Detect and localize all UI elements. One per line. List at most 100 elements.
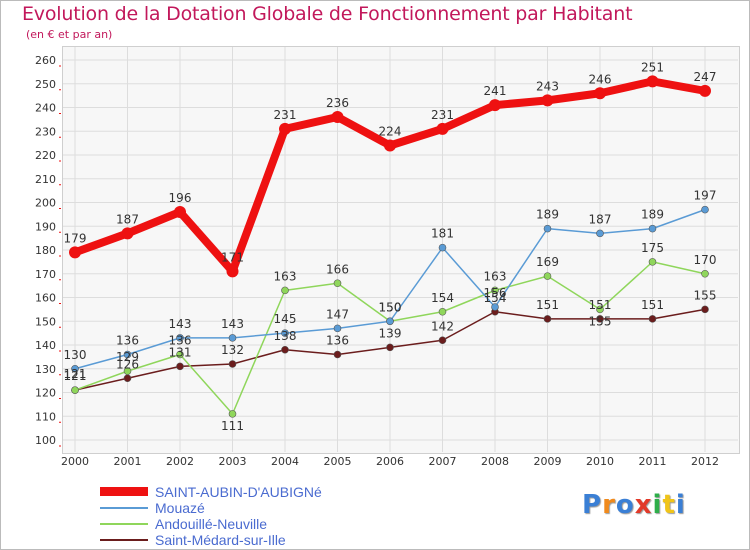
data-point-mouaze-2001 [123, 350, 132, 359]
x-tick-label-2005: 2005 [324, 455, 352, 468]
data-label-andouille-2008: 163 [484, 269, 507, 283]
data-point-andouille-2011 [648, 258, 657, 266]
logo-letter: i [652, 490, 663, 520]
logo-letter: r [602, 490, 616, 520]
data-point-mouaze-2004 [281, 329, 289, 337]
data-label-andouille-2009: 169 [536, 255, 559, 269]
data-point-saint-aubin-2000 [69, 246, 81, 259]
data-label-saint-aubin-2006: 224 [379, 125, 402, 139]
x-tick-label-2003: 2003 [219, 455, 247, 468]
x-tick-label-2007: 2007 [429, 455, 457, 468]
legend-label-andouille: Andouillé-Neuville [155, 516, 268, 532]
data-point-saint-aubin-2005 [331, 111, 344, 123]
data-point-saint-medard-2009 [543, 315, 552, 323]
data-label-mouaze-2008: 156 [484, 286, 507, 300]
data-label-mouaze-2011: 189 [641, 208, 664, 222]
data-label-andouille-2007: 154 [431, 291, 454, 305]
chart-subtitle: (en € et par an) [26, 28, 113, 41]
y-tick-label-250: 250 [35, 78, 56, 91]
data-point-saint-aubin-2011 [646, 75, 659, 88]
legend-item-saint-medard: Saint-Médard-sur-Ille [100, 532, 400, 548]
data-point-saint-medard-2002 [176, 362, 184, 371]
y-tick-label-130: 130 [35, 363, 56, 376]
data-point-saint-aubin-2002 [174, 206, 186, 218]
data-label-andouille-2012: 170 [694, 253, 717, 267]
data-label-andouille-2004: 163 [274, 269, 297, 283]
data-label-mouaze-2009: 189 [536, 208, 559, 222]
y-tick-label-230: 230 [35, 125, 56, 138]
data-point-andouille-2010 [596, 305, 604, 314]
y-tick-label-170: 170 [35, 268, 56, 281]
y-tick-label-100: 100 [35, 434, 56, 447]
legend-item-andouille: Andouillé-Neuville [100, 516, 400, 532]
y-tick-label-160: 160 [35, 292, 56, 305]
data-point-mouaze-2006 [386, 317, 394, 326]
x-tick-label-2011: 2011 [639, 455, 667, 468]
x-tick-label-2010: 2010 [586, 455, 614, 468]
data-label-saint-medard-2000: 121 [64, 367, 87, 381]
data-label-saint-medard-2012: 155 [694, 288, 717, 302]
data-label-mouaze-2003: 143 [221, 317, 244, 331]
data-point-mouaze-2008 [491, 303, 499, 311]
data-label-andouille-2006: 150 [379, 300, 402, 314]
data-point-saint-medard-2007 [438, 336, 447, 345]
x-tick-label-2012: 2012 [691, 455, 719, 468]
logo-letter: P [582, 490, 603, 520]
x-tick-label-2004: 2004 [271, 455, 299, 468]
data-point-andouille-2008 [491, 286, 499, 295]
data-point-saint-medard-2005 [333, 350, 342, 359]
x-tick-label-2000: 2000 [61, 455, 89, 468]
x-tick-label-2008: 2008 [481, 455, 509, 468]
data-label-saint-aubin-2011: 251 [641, 60, 664, 74]
logo-letter: t [662, 490, 676, 520]
legend-swatch-saint-medard [100, 539, 148, 541]
data-point-saint-medard-2003 [228, 360, 237, 368]
data-point-andouille-2012 [701, 269, 709, 278]
data-label-saint-aubin-2001: 187 [116, 212, 139, 226]
data-label-saint-aubin-2007: 231 [431, 108, 454, 122]
data-label-saint-aubin-2002: 196 [169, 191, 192, 205]
data-label-andouille-2001: 129 [116, 350, 139, 364]
data-point-mouaze-2005 [333, 324, 342, 333]
y-tick-label-210: 210 [35, 173, 56, 186]
data-point-mouaze-2002 [176, 334, 184, 342]
logo-letter: i [675, 490, 686, 520]
legend-swatch-andouille [100, 523, 148, 525]
data-point-saint-medard-2011 [648, 315, 657, 323]
data-point-andouille-2009 [543, 272, 552, 280]
legend-item-saint-aubin: SAINT-AUBIN-D'AUBIGNé [100, 484, 400, 500]
data-label-saint-medard-2005: 136 [326, 334, 349, 348]
data-point-saint-aubin-2008 [489, 99, 501, 112]
data-label-mouaze-2006: 150 [379, 300, 402, 314]
data-label-andouille-2003: 111 [221, 419, 244, 433]
data-label-saint-medard-2001: 126 [116, 357, 139, 371]
data-point-saint-aubin-2006 [384, 139, 396, 152]
data-label-saint-aubin-2005: 236 [326, 96, 349, 110]
data-point-saint-medard-2010 [596, 315, 604, 323]
y-tick-label-200: 200 [35, 197, 56, 210]
data-label-saint-medard-2011: 151 [641, 298, 664, 312]
legend-label-mouaze: Mouazé [155, 500, 205, 516]
x-tick-label-2006: 2006 [376, 455, 404, 468]
x-tick-label-2002: 2002 [166, 455, 194, 468]
data-label-mouaze-2004: 145 [274, 312, 297, 326]
data-point-mouaze-2003 [228, 334, 237, 342]
data-point-saint-aubin-2007 [436, 122, 449, 135]
data-point-mouaze-2009 [543, 224, 552, 233]
data-point-andouille-2004 [281, 286, 289, 295]
data-point-andouille-2000 [71, 386, 79, 394]
data-label-andouille-2011: 175 [641, 241, 664, 255]
data-label-saint-medard-2009: 151 [536, 298, 559, 312]
data-point-saint-aubin-2004 [279, 122, 291, 135]
legend-label-saint-medard: Saint-Médard-sur-Ille [155, 532, 286, 548]
data-label-mouaze-2012: 197 [694, 189, 717, 203]
y-tick-label-180: 180 [35, 244, 56, 257]
data-point-andouille-2003 [228, 410, 237, 418]
data-label-saint-medard-2006: 139 [379, 326, 402, 340]
data-point-saint-medard-2012 [701, 305, 709, 314]
y-tick-label-240: 240 [35, 102, 56, 115]
data-point-saint-medard-2004 [281, 345, 289, 354]
y-tick-label-110: 110 [35, 410, 56, 423]
x-tick-label-2001: 2001 [114, 455, 142, 468]
